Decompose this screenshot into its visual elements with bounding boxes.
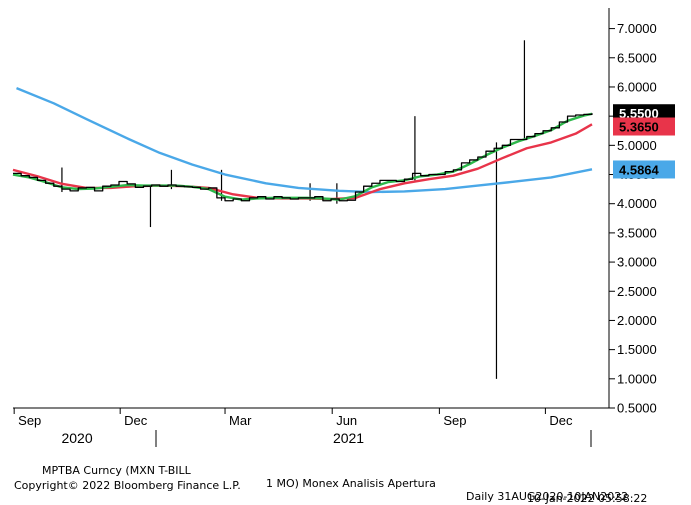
y-tick-label-0: 0.5000	[617, 401, 657, 416]
x-tick-label-4: Sep	[443, 413, 466, 428]
y-tick-label-6: 3.5000	[617, 225, 657, 240]
x-tick-label-1: Dec	[124, 413, 148, 428]
x-tick-label-3: Jun	[336, 413, 357, 428]
series-line-0	[13, 113, 593, 202]
y-tick-label-3: 2.0000	[617, 313, 657, 328]
y-tick-label-12: 6.5000	[617, 50, 657, 65]
footer-copyright: Copyright© 2022 Bloomberg Finance L.P.	[14, 479, 241, 492]
y-tick-label-4: 2.5000	[617, 284, 657, 299]
badge-label-0: 5.5500	[619, 106, 659, 121]
x-tick-label-2: Mar	[229, 413, 252, 428]
y-tick-label-7: 4.0000	[617, 196, 657, 211]
price-chart: 0.5000 1.0000 1.5000 2.0000 2.5000 3.0000 3.50…	[12, 8, 675, 447]
plot-area	[12, 40, 593, 379]
badge-bg-1	[613, 117, 675, 136]
footer-timestamp: 10-Jan-2022 05:58:22	[527, 492, 648, 505]
series-line-3	[16, 87, 593, 194]
x-tick-label-5: Dec	[549, 413, 573, 428]
y-tick-label-1: 1.0000	[617, 371, 657, 386]
y-tick-label-13: 7.0000	[617, 21, 657, 36]
axes: 0.5000 1.0000 1.5000 2.0000 2.5000 3.0000 3.50…	[13, 8, 657, 447]
footer-line-2: Copyright© 2022 Bloomberg Finance L.P. 1…	[0, 466, 691, 505]
y-tick-label-9: 5.0000	[617, 138, 657, 153]
badge-label-1: 5.3650	[619, 120, 659, 135]
y-tick-label-11: 6.0000	[617, 79, 657, 94]
x-year-label-0: 2020	[61, 430, 92, 446]
y-tick-label-2: 1.5000	[617, 342, 657, 357]
footer-security: MPTBA Curncy (MXN T-BILL	[42, 464, 191, 477]
x-year-label-1: 2021	[333, 430, 364, 446]
badge-label-2: 4.5864	[619, 162, 660, 177]
x-tick-label-0: Sep	[18, 413, 41, 428]
y-tick-label-5: 3.0000	[617, 255, 657, 270]
badge-bg-2	[613, 160, 675, 179]
